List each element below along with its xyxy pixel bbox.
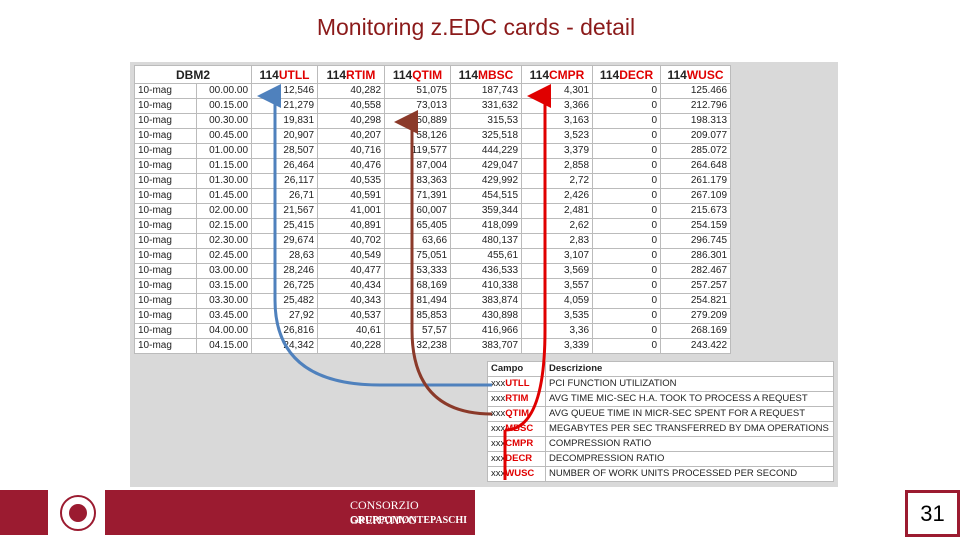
field-code: DECR <box>505 453 533 464</box>
cell: 40,228 <box>317 338 386 354</box>
header-prefix: 114 <box>458 67 479 82</box>
page-number: 31 <box>920 501 945 526</box>
header-prefix: 114 <box>392 67 413 82</box>
header-code: RTIM <box>346 67 376 82</box>
header-code: MBSC <box>478 67 514 82</box>
data-row: 10-mag 01.00.00 28,507 40,716 119,577 444,229… <box>134 143 732 159</box>
legend-table: Campo Descrizione xxxUTLL PCI FUNCTION UTIL… <box>487 361 834 482</box>
header-code: UTLL <box>278 67 310 82</box>
field-prefix: xxx <box>491 408 506 419</box>
header-prefix: 114 <box>259 67 279 82</box>
field-prefix: xxx <box>491 468 506 479</box>
header-cell: 114WUSC <box>660 65 732 84</box>
cell: 279.209 <box>660 308 732 324</box>
field-prefix: xxx <box>491 423 506 434</box>
arrow-qtim <box>394 110 493 416</box>
data-row: 10-mag 03.45.00 27,92 40,537 85,853 430,898 3,… <box>134 308 732 324</box>
cell: 02.15.00 <box>195 218 253 234</box>
header-prefix: 114 <box>667 67 687 82</box>
cell: 01.15.00 <box>195 158 253 174</box>
header-cell: 114QTIM <box>384 65 452 84</box>
legend-header: Campo Descrizione <box>487 361 834 377</box>
data-row: 10-mag 03.15.00 26,725 40,434 68,169 410,338 3… <box>134 278 732 294</box>
header-cell: DBM2 <box>133 65 253 84</box>
legend-description: NUMBER OF WORK UNITS PROCESSED PER SECON… <box>545 466 834 482</box>
header-cell: 114DECR <box>592 65 662 84</box>
header-prefix: 114 <box>326 67 347 82</box>
data-row: 10-mag 01.30.00 26,117 40,535 83,363 429,992 2… <box>134 173 732 189</box>
field-code: QTIM <box>505 408 529 419</box>
cell: 10-mag <box>134 338 197 354</box>
cell: 383,707 <box>450 338 523 354</box>
field-code: MBSC <box>505 423 534 434</box>
field-code: WUSC <box>505 468 535 479</box>
data-row: 10-mag 01.45.00 26,71 40,591 71,391 454,515 2,… <box>134 188 732 204</box>
field-prefix: xxx <box>491 378 506 389</box>
field-code: UTLL <box>505 378 530 389</box>
field-prefix: xxx <box>491 438 506 449</box>
data-row: 10-mag 03.00.00 28,246 40,477 53,333 436,533 3… <box>134 263 732 279</box>
page-box: 31 <box>905 490 960 537</box>
field-code: CMPR <box>505 438 534 449</box>
cell: 243.422 <box>660 338 732 354</box>
field-prefix: xxx <box>491 393 506 404</box>
legend-row: xxxWUSC NUMBER OF WORK UNITS PROCESSED PE… <box>487 466 834 482</box>
title: Monitoring z.EDC cards - detail <box>316 14 636 40</box>
footer-left-block <box>0 490 48 535</box>
field-prefix: xxx <box>491 453 506 464</box>
arrow-utll <box>257 84 492 387</box>
header-cell: 114RTIM <box>317 65 386 84</box>
header-cell: 114MBSC <box>450 65 523 84</box>
data-row: 10-mag 03.30.00 25,482 40,343 81,494 383,874 4… <box>134 293 732 309</box>
header-code: WUSC <box>686 67 724 82</box>
header-prefix: 114 <box>599 67 620 82</box>
cell: 03.30.00 <box>195 293 253 309</box>
field-code: RTIM <box>505 393 529 404</box>
cell: 3,339 <box>521 338 594 354</box>
data-row: 10-mag 00.00.00 12,546 40,282 51,075 187,743 4… <box>134 83 732 99</box>
arrow-mbsc <box>503 96 545 480</box>
data-row: 10-mag 00.45.00 20,907 40,207 58,126 325,518 3… <box>134 128 732 144</box>
legend-row: xxxUTLL PCI FUNCTION UTILIZATION <box>487 376 834 392</box>
logo <box>60 495 96 531</box>
data-row: 10-mag 02.45.00 28,63 40,549 75,051 455,61 3,1… <box>134 248 732 264</box>
footer-group: GRUPPOMONTEPASCHI <box>350 515 468 526</box>
legend-row: xxxMBSC MEGABYTES PER SEC TRANSFERRED BY … <box>487 421 834 437</box>
header-code: QTIM <box>412 67 443 82</box>
header-code: DECR <box>619 67 654 82</box>
footer-bar: CONSORZIO OPERATIVO GRUPPOMONTEPASCHI <box>105 490 475 535</box>
cell: 04.15.00 <box>195 338 253 354</box>
footer-brand: CONSORZIO OPERATIVO <box>350 498 419 527</box>
legend-row: xxxQTIM AVG QUEUE TIME IN MICR-SEC SPENT … <box>487 406 834 422</box>
